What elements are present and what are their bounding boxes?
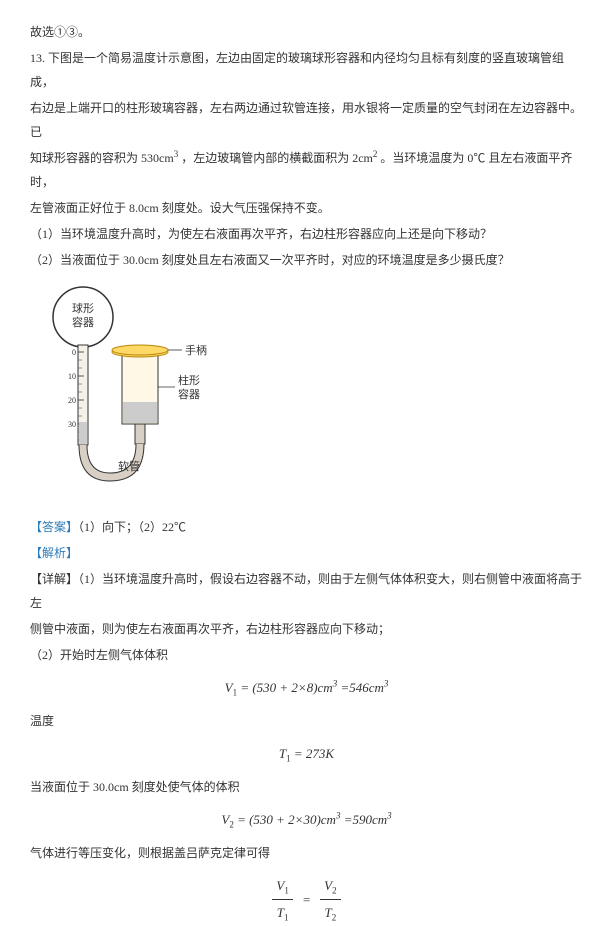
detail-line-1b: 侧管中液面，则为使左右液面再次平齐，右边柱形容器应向下移动；: [30, 617, 583, 641]
detail-line-1a: 【详解】（1）当环境温度升高时，假设右边容器不动，则由于左侧气体体积变大，则右侧…: [30, 567, 583, 615]
cylinder-outlet: [135, 424, 145, 444]
ruler-mark-0: 0: [72, 348, 76, 357]
apparatus-diagram: 球形 容器 0 10 20 30 手柄 柱形 容器: [40, 282, 583, 500]
ruler-mark-30: 30: [68, 420, 76, 429]
formula-t1: T1 = 273K: [30, 741, 583, 767]
question-line-3: 知球形容器的容积为 530cm3 ，左边玻璃管内部的横截面积为 2cm2 。当环…: [30, 146, 583, 194]
question-text-1: 下图是一个简易温度计示意图，左边由固定的玻璃球形容器和内径均匀且标有刻度的竖直玻…: [30, 51, 564, 89]
formula-v2: V2 = (530 + 2×30)cm3 =590cm3: [30, 807, 583, 833]
question-line-1: 13. 下图是一个简易温度计示意图，左边由固定的玻璃球形容器和内径均匀且标有刻度…: [30, 46, 583, 94]
answer-line: 【答案】（1）向下；（2）22℃: [30, 515, 583, 539]
q3-text-a: 知球形容器的容积为: [30, 151, 138, 165]
detail-label: 【详解】: [30, 572, 78, 586]
analysis-line: 【解析】: [30, 541, 583, 565]
answer-label: 【答案】: [30, 520, 78, 534]
q4-text-a: 左管液面正好位于: [30, 201, 126, 215]
answer-text: （1）向下；（2）22℃: [78, 520, 186, 534]
q3-text-c: 。当环境温度为: [380, 151, 464, 165]
q4-text-b: 刻度处。设大气压强保持不变。: [162, 201, 330, 215]
detail-line-4: 气体进行等压变化，则根据盖吕萨克定律可得: [30, 841, 583, 865]
q3-value-3: 0℃: [467, 151, 485, 165]
tube-label: 软管: [118, 459, 140, 473]
handle-top: [112, 345, 168, 355]
sphere-label-2: 容器: [72, 315, 94, 329]
intro-text: 故选①③。: [30, 20, 583, 44]
detail-temp: 温度: [30, 709, 583, 733]
question-number: 13.: [30, 51, 45, 65]
detail-text-1a: （1）当环境温度升高时，假设右边容器不动，则由于左侧气体体积变大，则右侧管中液面…: [30, 572, 582, 610]
cylinder-label-1: 柱形: [178, 373, 200, 387]
sub-question-1: （1）当环境温度升高时，为使左右液面再次平齐，右边柱形容器应向上还是向下移动？: [30, 222, 583, 246]
ruler-mark-10: 10: [68, 372, 76, 381]
mercury-left: [79, 422, 87, 444]
cylinder-label-2: 容器: [178, 387, 200, 401]
q3-text-b: ，左边玻璃管内部的横截面积为: [181, 151, 349, 165]
q3-value-1: 530cm3: [141, 151, 178, 165]
detail-line-3: 当液面位于 30.0cm 刻度处使气体的体积: [30, 775, 583, 799]
analysis-label: 【解析】: [30, 546, 78, 560]
detail-line-2: （2）开始时左侧气体体积: [30, 643, 583, 667]
ruler-mark-20: 20: [68, 396, 76, 405]
handle-label: 手柄: [185, 343, 207, 357]
q4-value-1: 8.0cm: [129, 201, 159, 215]
formula-v1: V1 = (530 + 2×8)cm3 =546cm3: [30, 675, 583, 701]
q3-value-2: 2cm2: [352, 151, 377, 165]
sub-question-2: （2）当液面位于 30.0cm 刻度处且左右液面又一次平齐时，对应的环境温度是多…: [30, 248, 583, 272]
formula-ratio: V1T1 = V2T2: [30, 873, 583, 926]
sphere-label-1: 球形: [72, 301, 94, 315]
question-line-4: 左管液面正好位于 8.0cm 刻度处。设大气压强保持不变。: [30, 196, 583, 220]
mercury-right: [123, 402, 157, 423]
question-line-2: 右边是上端开口的柱形玻璃容器，左右两边通过软管连接，用水银将一定质量的空气封闭在…: [30, 96, 583, 144]
